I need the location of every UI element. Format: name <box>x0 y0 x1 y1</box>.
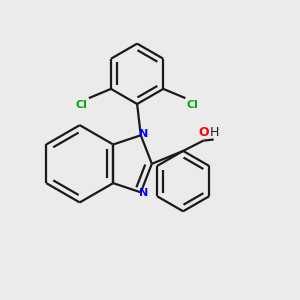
Text: Cl: Cl <box>76 100 87 110</box>
Text: N: N <box>139 129 148 139</box>
Text: Cl: Cl <box>187 100 199 110</box>
Text: N: N <box>139 188 148 198</box>
Text: O: O <box>198 126 209 139</box>
Text: H: H <box>210 126 219 139</box>
